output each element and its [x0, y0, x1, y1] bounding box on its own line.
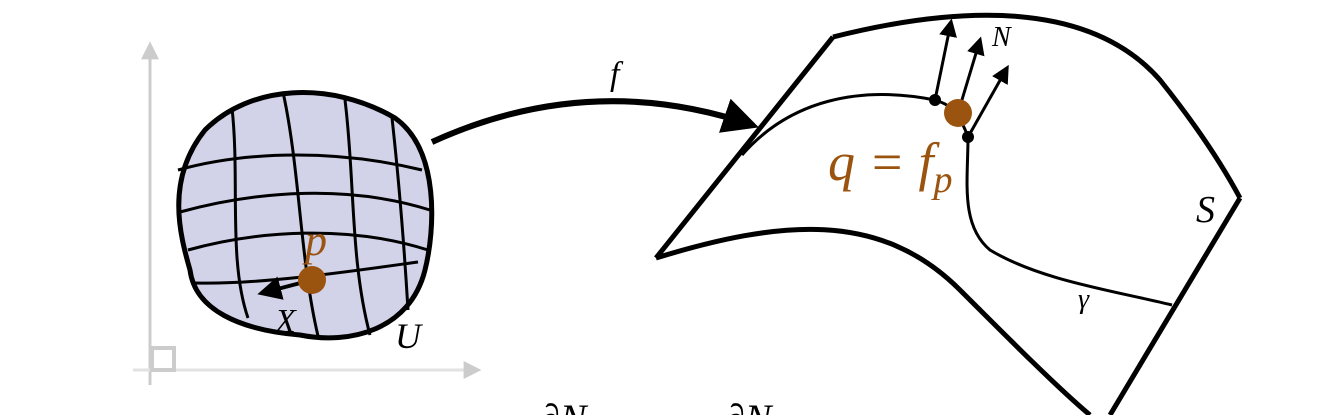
- image-point-text: q = f: [828, 132, 940, 192]
- domain-region: [176, 90, 435, 341]
- curve-label: γ: [1078, 284, 1090, 315]
- tangent-vector-label: X: [273, 303, 297, 340]
- image-point-label: q = fp: [828, 132, 952, 201]
- axes: [133, 41, 482, 385]
- domain-label: U: [395, 316, 423, 356]
- map-label: f: [610, 56, 624, 93]
- bottom-right-label: ∂N: [725, 396, 774, 415]
- domain-point-label: p: [302, 216, 327, 265]
- surface: [654, 12, 1243, 415]
- surface-label: S: [1196, 189, 1215, 231]
- map-arrow: [430, 98, 759, 145]
- image-point-subscript: p: [930, 159, 952, 201]
- normal-label: N: [991, 22, 1012, 53]
- bottom-left-label: ∂N: [540, 396, 589, 415]
